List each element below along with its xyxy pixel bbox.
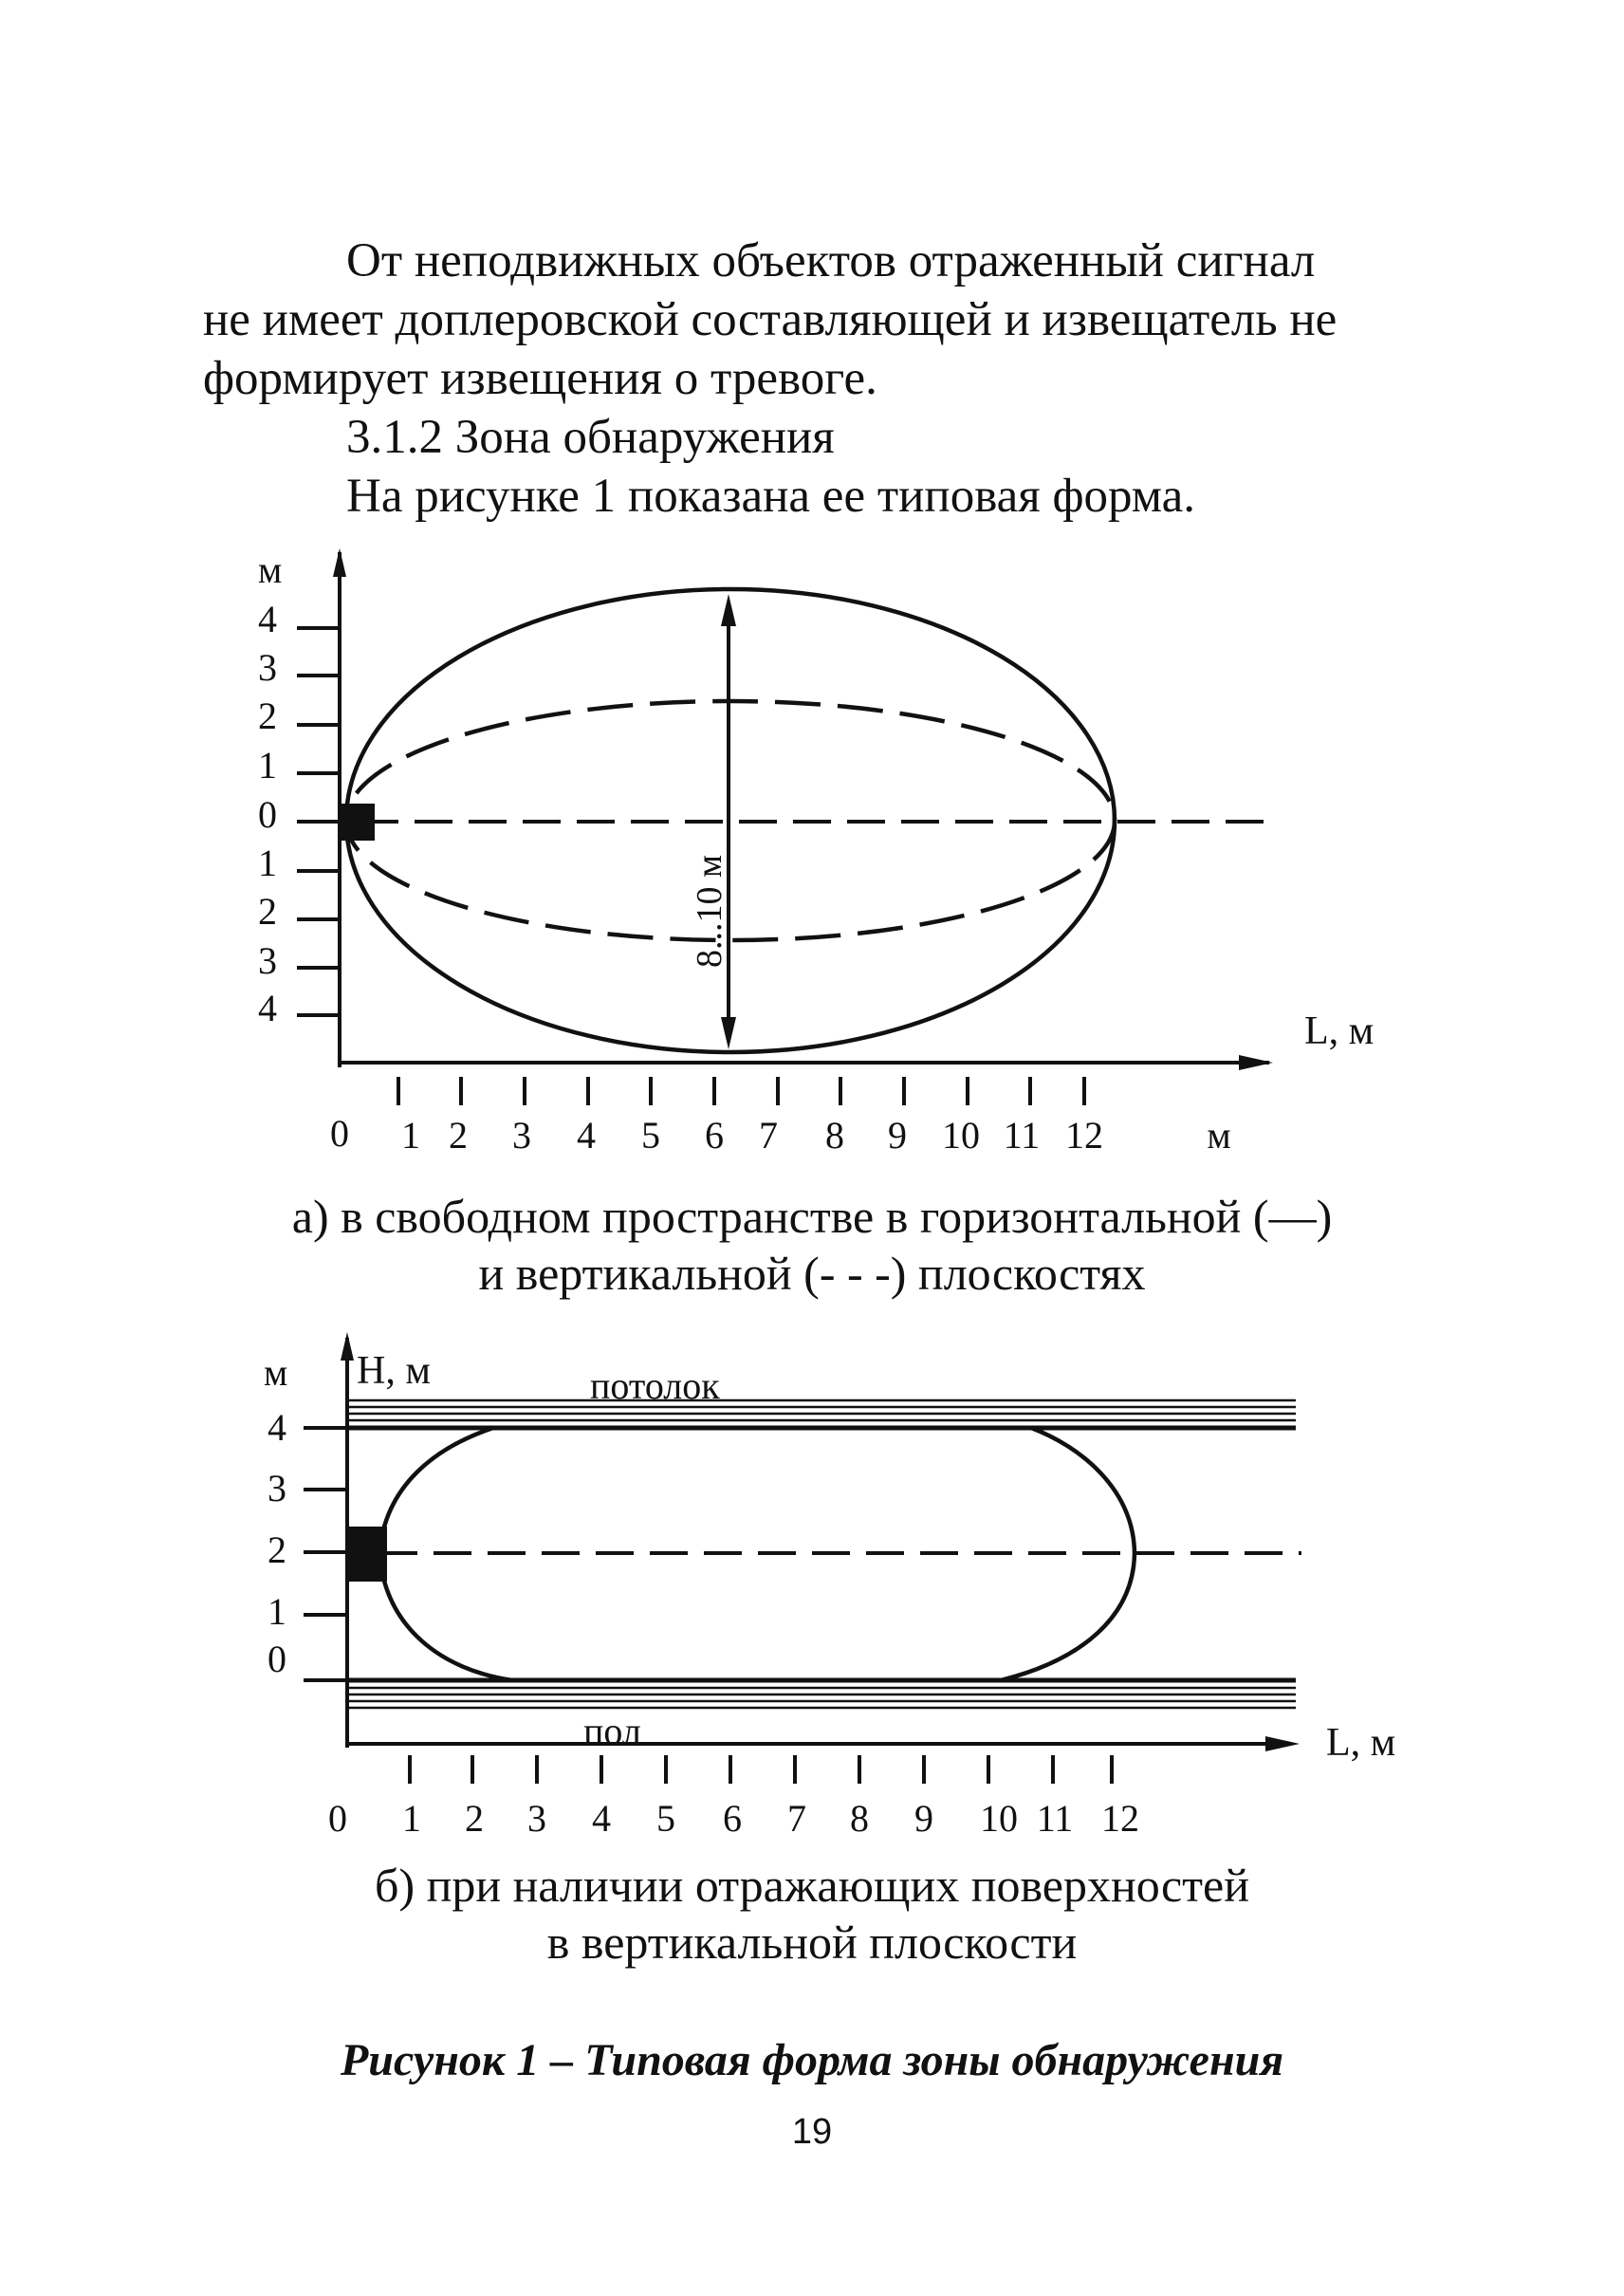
figure-title: Рисунок 1 – Типовая форма зоны обнаружен… <box>340 2035 1284 2085</box>
section-heading: 3.1.2 Зона обнаружения <box>346 411 835 464</box>
figure-a-x-tick-label: 9 <box>888 1114 907 1157</box>
figure-b-caption-line-1: б) при наличии отражающих поверхностей <box>375 1859 1249 1912</box>
figure-a-detector-block <box>339 804 375 841</box>
figure-a-y-tick-label: 4 <box>258 598 277 640</box>
figure-a-width-arrow-top-icon <box>721 594 736 626</box>
figure-b-x-tick-marks <box>408 1755 1114 1784</box>
figure-a-x-tick-label: 7 <box>759 1114 778 1157</box>
figure-a-y-unit: м <box>258 548 282 591</box>
figure-a-caption-line-1: а) в свободном пространстве в горизонтал… <box>291 1190 1333 1243</box>
figure-a-y-tick-label: 3 <box>258 646 277 689</box>
figure-b-x-tick-label: 12 <box>1101 1797 1139 1840</box>
figure-b-x-tick-label: 6 <box>723 1797 742 1840</box>
figure-b-diagram: потолок пол H, м L, м м 4 3 2 1 0 <box>264 1332 1395 1840</box>
figure-a-width-arrow-bottom-icon <box>721 1017 736 1049</box>
figure-a-x-tick-label: 1 <box>401 1114 420 1157</box>
figure-b-x-tick-label: 11 <box>1037 1797 1074 1840</box>
figure-b-floor-label: пол <box>583 1710 641 1752</box>
paragraph-line-2: не имеет доплеровской составляющей и изв… <box>203 293 1338 346</box>
figure-b-y-tick-label: 4 <box>268 1406 286 1449</box>
figure-a-width-label: 8...10 м <box>690 855 729 968</box>
figure-b-x-tick-label: 3 <box>527 1797 546 1840</box>
figure-a-x-tick-label: 2 <box>449 1114 468 1157</box>
figure-a-x-axis-arrow-icon <box>1239 1055 1273 1070</box>
figure-a-x-tick-label: 11 <box>1004 1114 1041 1157</box>
figure-a-caption-line-2: и вертикальной (- - -) плоскостях <box>478 1247 1146 1300</box>
figure-b-x-tick-label: 0 <box>328 1797 347 1840</box>
figure-a-y-tick-label: 0 <box>258 793 277 836</box>
page-number: 19 <box>791 2112 833 2152</box>
figure-b-ceiling-label: потолок <box>590 1364 720 1407</box>
figure-b-detector-block <box>349 1527 387 1582</box>
figure-b-x-tick-label: 1 <box>402 1797 421 1840</box>
figure-b-x-tick-label: 4 <box>592 1797 611 1840</box>
figure-b-x-tick-label: 2 <box>465 1797 484 1840</box>
figure-b-y-tick-label: 2 <box>268 1528 286 1571</box>
figure-b-y-tick-label: 1 <box>268 1590 286 1633</box>
figure-b-x-tick-label: 7 <box>787 1797 806 1840</box>
figure-b-floor-surface <box>347 1677 1296 1710</box>
figure-a-x-tick-label: 6 <box>705 1114 724 1157</box>
figure-a-y-tick-label: 3 <box>258 939 277 982</box>
figure-a-x-unit: м <box>1207 1114 1230 1157</box>
figure-a-diagram: м 4 3 2 1 0 1 2 3 4 0 1 2 3 4 5 6 7 8 9 … <box>258 548 1374 1157</box>
figure-a-y-tick-label: 4 <box>258 987 277 1029</box>
figure-a-x-axis-label: L, м <box>1304 1009 1374 1053</box>
figure-b-ceiling-surface <box>347 1398 1296 1431</box>
figure-b-y-tick-label: 3 <box>268 1467 286 1509</box>
figure-b-y-tick-marks <box>304 1426 347 1682</box>
figure-b-x-tick-label: 8 <box>850 1797 869 1840</box>
figure-a-x-tick-marks <box>397 1077 1086 1105</box>
figure-a-y-tick-marks <box>297 626 340 1017</box>
figure-a-x-tick-label: 0 <box>330 1112 349 1155</box>
figure-a-y-tick-label: 1 <box>258 842 277 884</box>
figure-a-x-tick-label: 12 <box>1065 1114 1103 1157</box>
figure-b-x-tick-label: 5 <box>656 1797 675 1840</box>
figure-b-caption-line-2: в вертикальной плоскости <box>546 1916 1078 1969</box>
figure-a-y-axis-arrow-icon <box>333 548 346 577</box>
figure-b-y-axis-label: H, м <box>357 1349 431 1393</box>
section-intro: На рисунке 1 показана ее типовая форма. <box>346 470 1196 523</box>
figure-b-x-axis-arrow-icon <box>1265 1736 1300 1751</box>
figure-b-y-tick-label: 0 <box>268 1638 286 1680</box>
figure-b-y-axis-arrow-icon <box>341 1332 354 1361</box>
figure-b-x-tick-label: 10 <box>980 1797 1018 1840</box>
figure-b-x-tick-label: 9 <box>914 1797 933 1840</box>
paragraph-line-1: От неподвижных объектов отраженный сигна… <box>346 234 1316 287</box>
figure-a-x-tick-label: 5 <box>641 1114 660 1157</box>
figure-a-y-tick-label: 2 <box>258 694 277 737</box>
figure-a-x-tick-label: 8 <box>825 1114 844 1157</box>
figure-b-y-unit: м <box>264 1351 287 1394</box>
figure-b-x-axis-label: L, м <box>1326 1721 1395 1765</box>
figure-b-detection-zone <box>377 1425 1137 1683</box>
figure-a-y-tick-label: 2 <box>258 890 277 933</box>
figure-a-x-tick-label: 10 <box>942 1114 980 1157</box>
figure-a-x-tick-label: 3 <box>512 1114 531 1157</box>
figure-a-y-tick-label: 1 <box>258 744 277 787</box>
paragraph-line-3: формирует извещения о тревоге. <box>203 352 877 405</box>
figure-a-x-tick-label: 4 <box>577 1114 596 1157</box>
